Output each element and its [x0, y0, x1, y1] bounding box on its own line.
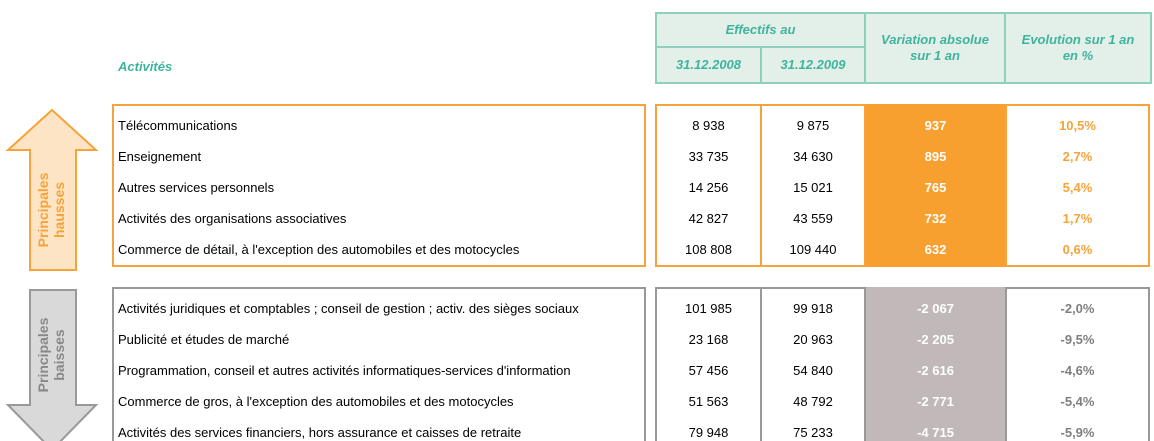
header-cell: 31.12.2009 — [760, 46, 866, 84]
evolution: 0,6% — [1062, 242, 1093, 257]
evolution: -9,5% — [1060, 332, 1095, 347]
activity: Commerce de gros, à l'exception des auto… — [118, 394, 514, 409]
value-2009: 34 630 — [793, 149, 833, 164]
value-2008: 79 948 — [688, 425, 729, 440]
value-2008: 108 808 — [685, 242, 732, 257]
variation: -2 616 — [917, 363, 954, 378]
value-2009: 75 233 — [793, 425, 833, 440]
activity: Programmation, conseil et autres activit… — [118, 363, 571, 378]
evolution: -2,0% — [1060, 301, 1095, 316]
variation: -2 771 — [917, 394, 954, 409]
label-box — [112, 104, 646, 267]
side-label: Principales — [35, 317, 51, 392]
evolution: 10,5% — [1059, 118, 1096, 133]
variation-box — [866, 104, 1005, 267]
activity: Enseignement — [118, 149, 202, 164]
variation: 765 — [924, 180, 947, 195]
value-2009: 9 875 — [796, 118, 830, 133]
activity: Activités des services financiers, hors … — [118, 425, 522, 440]
side-label: hausses — [51, 182, 67, 238]
evolution: -5,4% — [1060, 394, 1095, 409]
activity: Activités juridiques et comptables ; con… — [118, 301, 579, 316]
arrows: Principales hausses Principales baisses — [5, 108, 99, 441]
value-2009: 20 963 — [793, 332, 833, 347]
header-cell: 31.12.2008 — [655, 46, 762, 84]
activities-header: Activités — [118, 59, 173, 74]
activity: Autres services personnels — [118, 180, 275, 195]
evolution: -5,9% — [1060, 425, 1095, 440]
number-box — [760, 104, 866, 267]
activity: Télécommunications — [118, 118, 238, 133]
evolution: 5,4% — [1062, 180, 1093, 195]
variation: -2 205 — [917, 332, 954, 347]
header-cell: Effectifs au — [655, 12, 866, 48]
evolution-box — [1005, 104, 1150, 267]
value-2008: 33 735 — [688, 149, 729, 164]
label-box — [112, 287, 646, 441]
value-2009: 99 918 — [793, 301, 833, 316]
value-2008: 42 827 — [688, 211, 729, 226]
variation: 895 — [924, 149, 947, 164]
value-2008: 8 938 — [692, 118, 725, 133]
value-2009: 54 840 — [793, 363, 833, 378]
value-2009: 15 021 — [793, 180, 833, 195]
up-arrow — [5, 108, 99, 271]
evolution: 1,7% — [1062, 211, 1093, 226]
value-2008: 14 256 — [688, 180, 729, 195]
down-arrow — [5, 289, 99, 441]
header-cell: Variation absolue sur 1 an — [864, 12, 1006, 84]
value-2008: 57 456 — [688, 363, 729, 378]
value-2008: 101 985 — [685, 301, 732, 316]
value-2009: 43 559 — [793, 211, 833, 226]
side-label: Principales — [35, 172, 51, 247]
variation-box — [866, 287, 1005, 441]
evolution: 2,7% — [1062, 149, 1093, 164]
variation: -4 715 — [917, 425, 954, 440]
activity: Publicité et études de marché — [118, 332, 290, 347]
header-cell: Evolution sur 1 an en % — [1004, 12, 1152, 84]
value-2009: 109 440 — [789, 242, 837, 257]
evolution-box — [1005, 287, 1150, 441]
value-2008: 51 563 — [688, 394, 729, 409]
number-box — [760, 287, 866, 441]
value-2008: 23 168 — [688, 332, 729, 347]
activity: Activités des organisations associatives — [118, 211, 347, 226]
side-label: baisses — [51, 329, 67, 381]
variation: 732 — [924, 211, 947, 226]
evolution: -4,6% — [1060, 363, 1095, 378]
variation: 632 — [924, 242, 947, 257]
variation: -2 067 — [917, 301, 954, 316]
activity: Commerce de détail, à l'exception des au… — [118, 242, 520, 257]
value-2009: 48 792 — [793, 394, 833, 409]
variation: 937 — [924, 118, 947, 133]
